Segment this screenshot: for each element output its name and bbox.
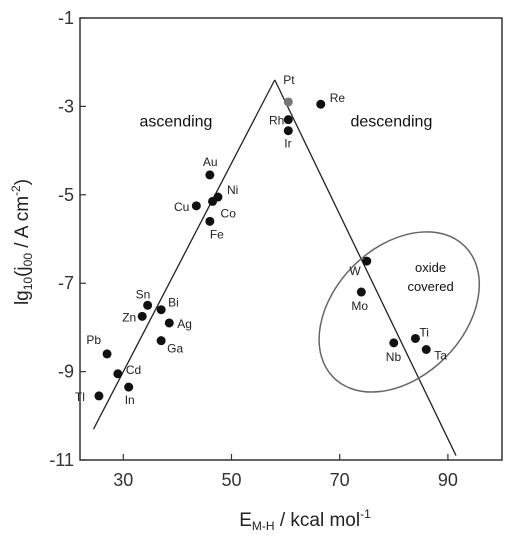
trend-line-ascending (92, 79, 276, 430)
point-label-tl: Tl (75, 390, 85, 404)
point-label-re: Re (330, 91, 346, 105)
y-tick-label: -5 (58, 185, 74, 205)
data-point-mo (356, 287, 366, 297)
plot-frame (79, 17, 503, 461)
data-point-ti (410, 333, 420, 343)
oxide-covered-label: oxide (415, 260, 446, 275)
point-label-bi: Bi (168, 296, 179, 310)
point-label-ni: Ni (227, 183, 238, 197)
oxide-covered-ellipse (318, 231, 481, 393)
data-point-ir (283, 126, 293, 136)
point-label-pt: Pt (283, 73, 295, 87)
data-point-fe (205, 216, 215, 226)
data-point-zn (137, 311, 147, 321)
data-point-pt (283, 97, 293, 107)
point-label-ta: Ta (434, 349, 447, 363)
point-label-cd: Cd (126, 363, 141, 377)
point-label-w: W (349, 264, 361, 278)
data-point-ni (213, 192, 223, 202)
point-label-ti: Ti (419, 325, 429, 339)
data-point-in (124, 382, 134, 392)
data-point-au (205, 170, 215, 180)
y-tick-label: -3 (58, 96, 74, 116)
data-point-sn (143, 300, 153, 310)
data-point-pb (102, 349, 112, 359)
point-label-fe: Fe (210, 227, 224, 241)
data-point-tl (94, 391, 104, 401)
data-point-nb (389, 338, 399, 348)
data-point-cu (191, 201, 201, 211)
x-tick-label: 90 (438, 470, 458, 490)
point-label-ir: Ir (284, 137, 291, 151)
oxide-covered-label: covered (407, 279, 453, 294)
point-label-mo: Mo (351, 299, 368, 313)
y-tick-label: -11 (49, 450, 74, 470)
point-label-pb: Pb (86, 333, 101, 347)
point-label-zn: Zn (122, 310, 136, 324)
data-point-rh (283, 115, 293, 125)
x-tick-label: 50 (221, 470, 241, 490)
point-label-nb: Nb (386, 350, 402, 364)
data-point-ag (164, 318, 174, 328)
y-tick-label: -1 (58, 8, 74, 28)
data-point-cd (113, 369, 123, 379)
point-label-sn: Sn (136, 287, 151, 301)
x-axis-title: EM-H / kcal mol-1 (239, 507, 371, 533)
y-tick-label: -7 (58, 273, 74, 293)
point-label-ag: Ag (177, 317, 192, 331)
annotation-ascending: ascending (140, 113, 213, 130)
point-label-rh: Rh (269, 114, 284, 128)
point-label-cu: Cu (174, 200, 189, 214)
data-point-ga (156, 336, 166, 346)
data-point-w (362, 256, 372, 266)
point-label-ga: Ga (167, 342, 183, 356)
trend-line-descending (274, 79, 457, 456)
data-point-ta (421, 345, 431, 354)
y-tick-label: -9 (58, 362, 74, 382)
point-label-au: Au (203, 155, 218, 169)
data-point-re (316, 99, 326, 109)
annotation-descending: descending (351, 113, 433, 130)
data-point-bi (156, 305, 166, 315)
x-tick-label: 30 (113, 470, 133, 490)
point-label-in: In (125, 393, 135, 407)
x-tick-label: 70 (330, 470, 350, 490)
point-label-co: Co (221, 206, 237, 220)
y-axis-title: lg10(j00 / A cm-2) (9, 179, 35, 305)
